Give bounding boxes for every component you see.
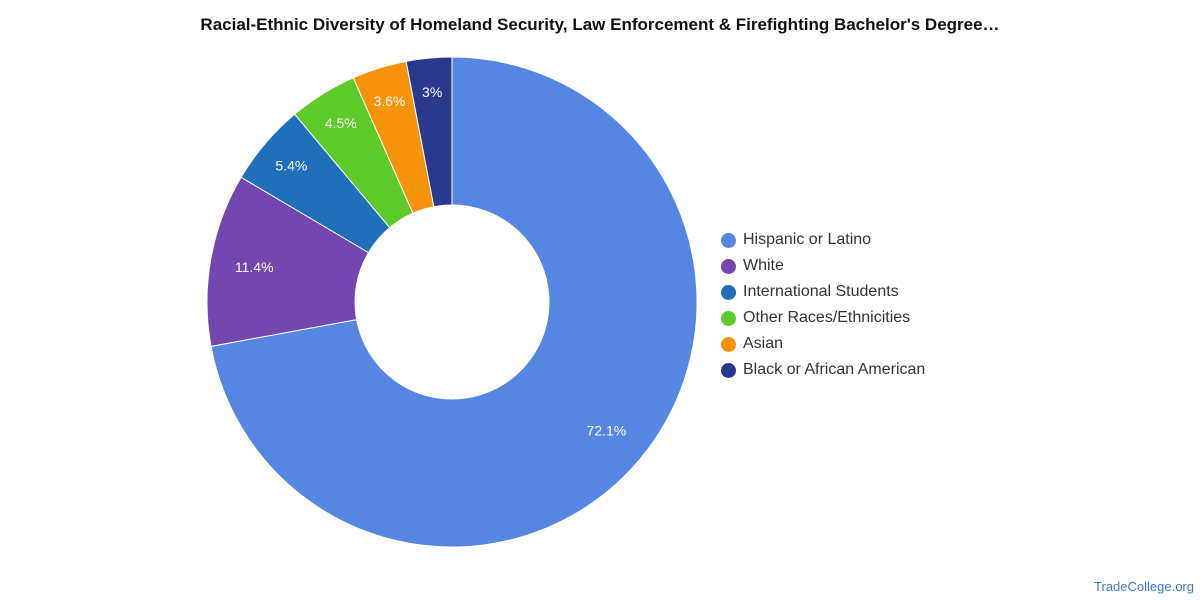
legend-swatch [721, 284, 736, 300]
legend-label: Hispanic or Latino [743, 231, 872, 248]
legend-swatch [721, 362, 736, 378]
legend-label: Asian [743, 335, 784, 352]
legend-item-black-or-african-american: Black or African American [721, 357, 925, 383]
slice-hispanic-or-latino [210, 56, 698, 548]
legend-swatch [721, 310, 736, 326]
legend-item-hispanic-or-latino: Hispanic or Latino [721, 227, 925, 253]
slice-label-hispanic-or-latino: 72.1% [587, 423, 627, 439]
source-credit: TradeCollege.org [1094, 579, 1194, 594]
slice-label-international-students: 5.4% [275, 158, 307, 174]
legend-swatch [721, 232, 736, 248]
legend-label: International Students [743, 283, 899, 300]
slice-label-other-races-ethnicities: 4.5% [325, 115, 357, 131]
chart-slices [206, 56, 698, 548]
legend-item-asian: Asian [721, 331, 925, 357]
slice-label-black-or-african-american: 3% [422, 84, 442, 100]
legend-item-international-students: International Students [721, 279, 925, 305]
chart-legend: Hispanic or Latino White International Stu… [721, 227, 925, 383]
legend-label: White [743, 257, 784, 274]
legend-label: Black or African American [743, 361, 926, 378]
legend-item-other-races-ethnicities: Other Races/Ethnicities [721, 305, 925, 331]
legend-swatch [721, 336, 736, 352]
legend-item-white: White [721, 253, 925, 279]
slice-white [206, 176, 370, 347]
chart-slice-labels: 72.1% 11.4% 5.4% 4.5% 3.6% 3% [235, 84, 626, 438]
slice-black-or-african-american [405, 56, 453, 208]
slice-label-white: 11.4% [235, 259, 274, 275]
legend-swatch [721, 258, 736, 274]
chart-title: Racial-Ethnic Diversity of Homeland Secu… [200, 15, 1000, 34]
slice-label-asian: 3.6% [373, 93, 405, 109]
legend-label: Other Races/Ethnicities [743, 309, 911, 326]
